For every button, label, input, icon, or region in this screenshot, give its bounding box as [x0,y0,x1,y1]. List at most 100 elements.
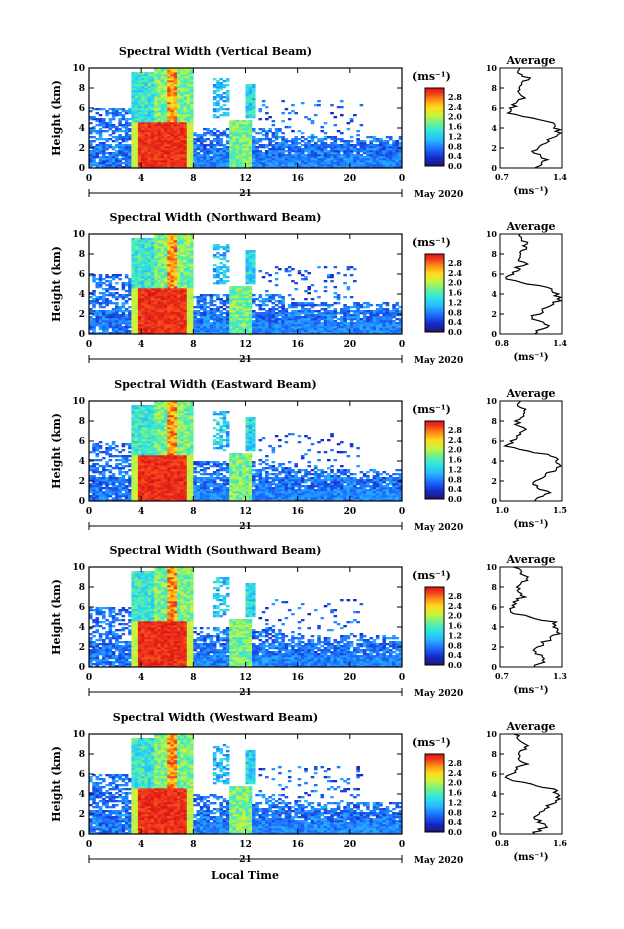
heatmap-cell [225,320,230,323]
heatmap-cell [147,90,152,93]
heatmap-cell [317,304,321,307]
heatmap-cell [343,152,347,155]
heatmap-cell [248,90,253,93]
heatmap-cell [238,130,243,133]
heatmap-cell [209,132,214,135]
heatmap-cell [102,124,106,127]
heatmap-cell [356,140,360,143]
heatmap-cell [163,278,168,281]
heatmap-cell [307,322,312,325]
heatmap-cell [366,324,370,327]
heatmap-cell [333,146,338,149]
heatmap-cell [186,316,191,319]
heatmap-cell [170,104,175,107]
heatmap-cell [163,86,168,89]
heatmap-cell [144,90,148,93]
heatmap-cell [134,90,139,93]
heatmap-cell [183,236,188,239]
heatmap-cell [183,70,188,73]
heatmap-cell [141,248,145,251]
heatmap-cell [115,140,119,143]
heatmap-cell [124,158,129,161]
heatmap-cell [141,328,145,331]
heatmap-cell [366,306,370,309]
heatmap-cell [242,154,246,157]
heatmap-cell [137,114,142,117]
heatmap-cell [369,328,373,331]
heatmap-cell [157,328,162,331]
heatmap-cell [173,312,178,315]
heatmap-cell [343,162,347,165]
heatmap-cell [163,146,168,149]
heatmap-cell [180,242,184,245]
heatmap-cell [320,322,325,325]
heatmap-cell [225,330,230,333]
heatmap-cell [212,132,217,135]
heatmap-cell [128,128,132,131]
heatmap-cell [170,126,175,129]
heatmap-cell [323,312,328,315]
heatmap-cell [291,320,295,323]
heatmap-cell [193,148,197,151]
heatmap-cell [131,90,135,93]
heatmap-cell [167,124,171,127]
heatmap-cell [323,136,328,139]
heatmap-cell [92,154,96,157]
heatmap-cell [134,152,139,155]
heatmap-cell [177,244,181,247]
heatmap-cell [118,294,122,297]
heatmap-cell [300,166,305,169]
heatmap-cell [102,138,106,141]
heatmap-cell [186,298,191,301]
colorbar-tick-label: 2.8 [448,258,462,268]
heatmap-cell [235,332,240,335]
heatmap-cell [242,126,246,129]
heatmap-cell [190,296,194,299]
heatmap-cell [183,146,188,149]
heatmap-cell [203,322,207,325]
heatmap-cell [131,238,135,241]
heatmap-cell [167,330,171,333]
heatmap-cell [134,108,139,111]
heatmap-cell [219,312,223,315]
heatmap-cell [128,166,132,169]
heatmap-cell [219,134,223,137]
heatmap-cell [186,76,191,79]
heatmap-cell [108,314,113,317]
heatmap-cell [186,288,191,291]
heatmap-cell [95,120,100,123]
heatmap-cell [398,152,403,155]
heatmap-cell [265,300,269,303]
heatmap-cell [124,324,129,327]
heatmap-cell [255,162,259,165]
heatmap-cell [232,318,237,321]
heatmap-cell [124,154,129,157]
heatmap-cell [163,248,168,251]
heatmap-cell [317,310,321,313]
colorbar-frame [424,253,445,333]
heatmap-cell [111,130,116,133]
heatmap-cell [147,108,152,111]
heatmap-cell [245,292,250,295]
heatmap-cell [219,162,223,165]
heatmap-cell [137,140,142,143]
heatmap-cell [157,80,162,83]
heatmap-cell [248,304,253,307]
heatmap-cell [180,282,184,285]
heatmap-cell [232,162,237,165]
heatmap-cell [252,312,256,315]
heatmap-cell [216,140,220,143]
heatmap-cell [92,164,96,167]
heatmap-cell [102,320,106,323]
heatmap-cell [157,236,162,239]
heatmap-cell [216,102,220,105]
heatmap-cell [167,318,171,321]
heatmap-cell [160,130,165,133]
heatmap-cell [274,278,279,281]
heatmap-cell [281,312,285,315]
heatmap-cell [98,158,103,161]
heatmap-cell [271,298,276,301]
heatmap-cell [395,322,400,325]
heatmap-cell [141,286,145,289]
